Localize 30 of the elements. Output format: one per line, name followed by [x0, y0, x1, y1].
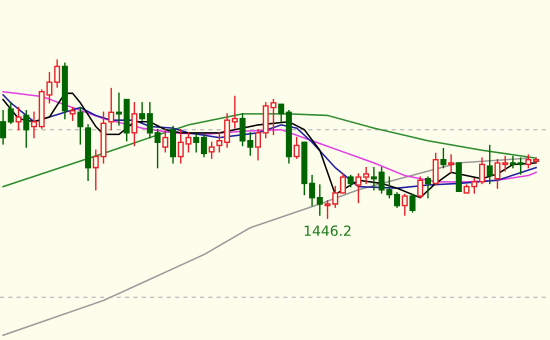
candlestick: [294, 136, 300, 159]
candlestick: [8, 102, 14, 124]
candlestick: [16, 106, 22, 130]
candlestick: [162, 128, 168, 153]
candlestick: [0, 110, 6, 145]
candlestick: [432, 152, 439, 186]
candlestick: [316, 184, 323, 216]
candlestick: [200, 134, 207, 158]
candlestick: [486, 144, 493, 184]
candlestick: [440, 148, 446, 168]
annotation: 1446.2: [304, 225, 350, 236]
candlestick: [139, 102, 146, 121]
candlestick: [77, 106, 84, 145]
candlestick: [23, 110, 30, 148]
candlestick: [348, 174, 354, 188]
candlestick: [240, 113, 246, 146]
candlestick: [409, 194, 416, 213]
candlestick: [417, 176, 424, 198]
candlestick: [402, 194, 408, 216]
candlestick: [193, 134, 200, 153]
candlestick: [278, 104, 284, 122]
candlestick: [448, 154, 454, 174]
candlestick: [232, 96, 238, 129]
candlestick: [247, 132, 254, 156]
candlestick: [131, 102, 138, 146]
candlestick: [270, 98, 276, 136]
candlestick: [208, 142, 215, 159]
candlestick: [108, 88, 114, 130]
candlestick: [70, 106, 76, 121]
candlestick: [424, 176, 431, 198]
